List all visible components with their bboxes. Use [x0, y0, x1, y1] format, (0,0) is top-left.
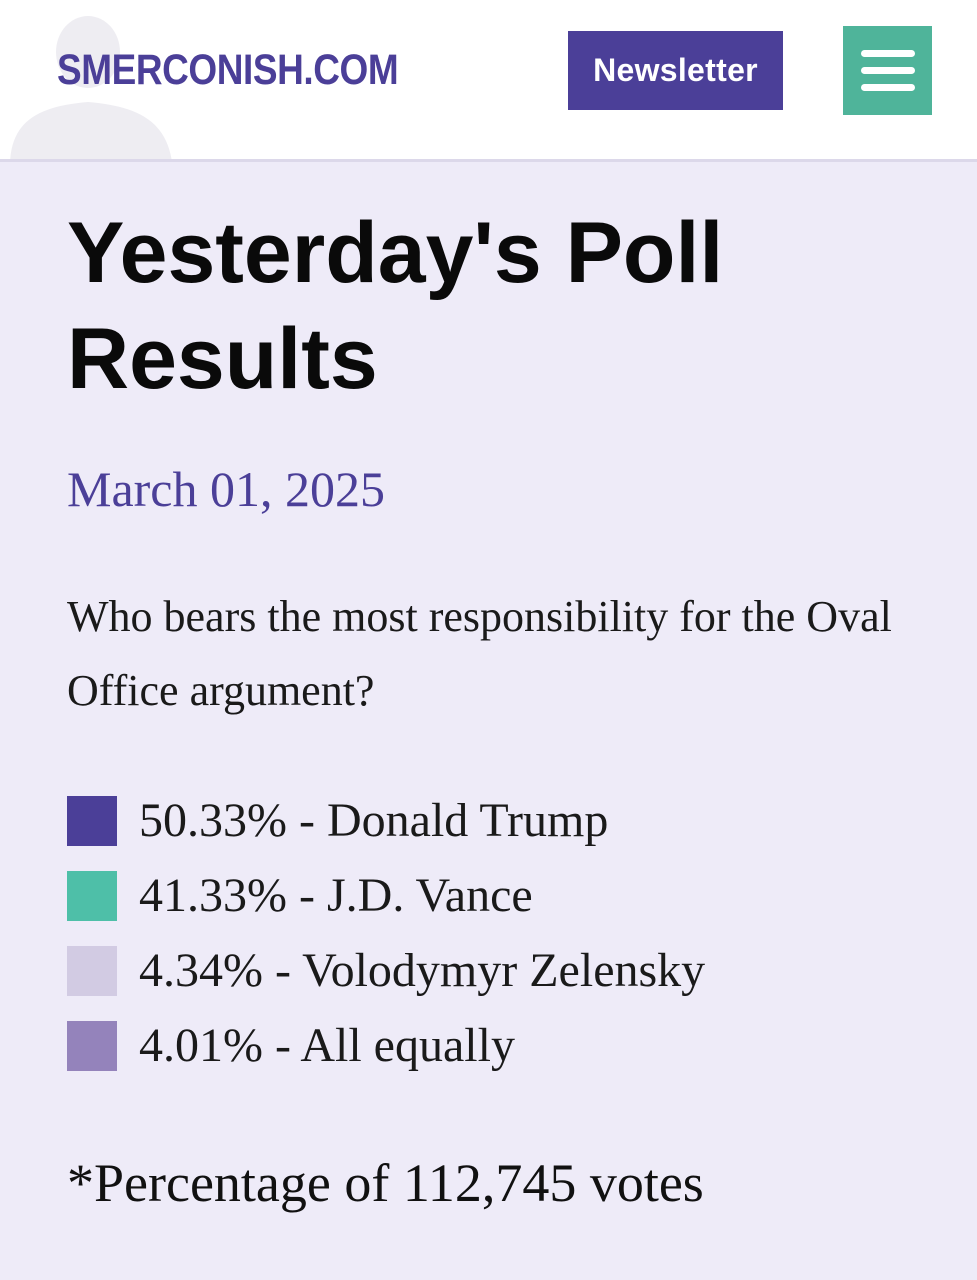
result-item-jd-vance: 41.33% - J.D. Vance [67, 858, 705, 933]
menu-bar [860, 84, 915, 91]
hamburger-menu-icon[interactable] [843, 26, 932, 115]
menu-bar [860, 50, 915, 57]
color-swatch [67, 870, 117, 921]
result-item-volodymyr-zelensky: 4.34% - Volodymyr Zelensky [67, 933, 705, 1008]
site-header: SMERCONISH.COM Newsletter [0, 0, 977, 162]
result-label: 4.01% - All equally [139, 1019, 515, 1072]
result-label: 41.33% - J.D. Vance [139, 869, 533, 922]
color-swatch [67, 795, 117, 846]
newsletter-button[interactable]: Newsletter [568, 31, 783, 110]
color-swatch [67, 1020, 117, 1071]
color-swatch [67, 945, 117, 996]
poll-question: Who bears the most responsibility for th… [67, 592, 892, 715]
page-title: Yesterday's Poll Results [67, 205, 724, 407]
result-label: 4.34% - Volodymyr Zelensky [139, 944, 706, 997]
poll-date: March 01, 2025 [67, 461, 385, 517]
result-item-all-equally: 4.01% - All equally [67, 1008, 705, 1083]
result-label: 50.33% - Donald Trump [139, 794, 609, 847]
vote-count-footnote: *Percentage of 112,745 votes [67, 1153, 704, 1213]
site-logo[interactable]: SMERCONISH.COM [57, 46, 399, 94]
menu-bar [860, 67, 915, 74]
person-silhouette-icon [10, 16, 172, 159]
poll-results-legend: 50.33% - Donald Trump 41.33% - J.D. Vanc… [67, 783, 705, 1083]
result-item-donald-trump: 50.33% - Donald Trump [67, 783, 705, 858]
